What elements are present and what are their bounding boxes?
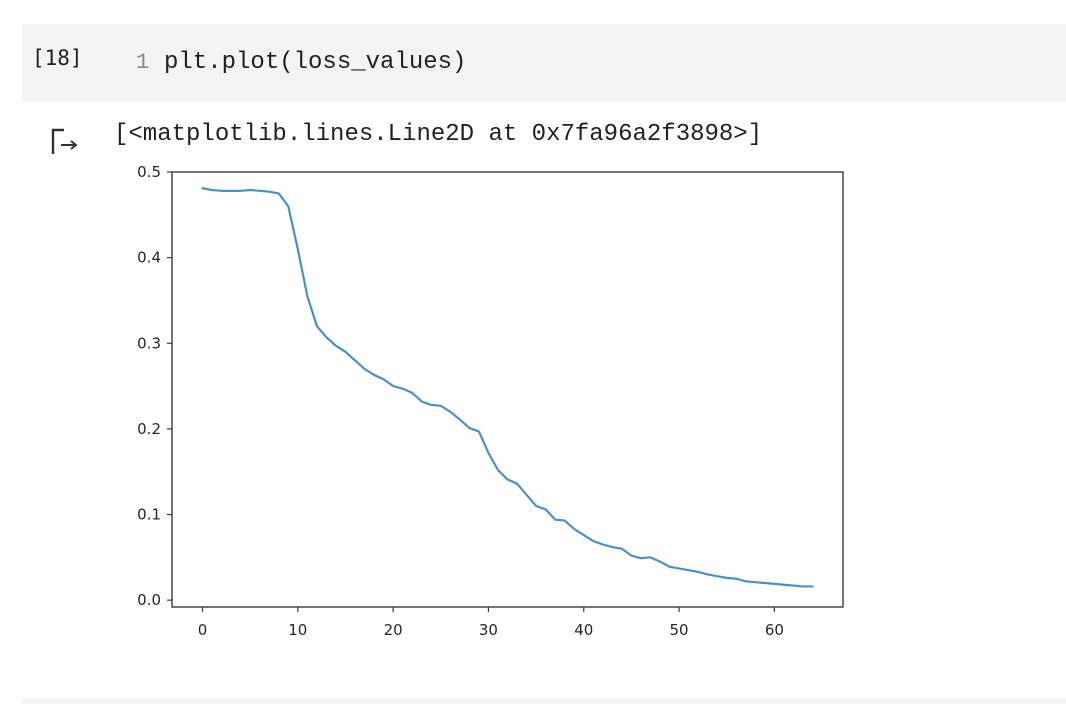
output-arrow-icon[interactable] bbox=[50, 128, 84, 158]
x-tick-label: 60 bbox=[765, 621, 784, 639]
loss-series-line bbox=[201, 187, 814, 588]
y-tick-label: 0.4 bbox=[137, 249, 161, 267]
y-tick-label: 0.5 bbox=[137, 163, 161, 181]
y-tick-label: 0.2 bbox=[137, 420, 161, 438]
y-tick-label: 0.1 bbox=[137, 506, 161, 524]
line-number: 1 bbox=[136, 50, 150, 75]
x-tick-label: 30 bbox=[479, 621, 498, 639]
code-line[interactable]: plt.plot(loss_values) bbox=[164, 49, 467, 76]
y-tick-label: 0.3 bbox=[137, 334, 161, 352]
execution-count: [18] bbox=[32, 46, 83, 70]
code-cell[interactable]: [18] 1 plt.plot(loss_values) bbox=[22, 24, 1066, 102]
x-tick-label: 10 bbox=[288, 621, 307, 639]
x-tick-label: 0 bbox=[198, 621, 208, 639]
x-tick-label: 50 bbox=[670, 621, 689, 639]
x-tick-label: 20 bbox=[384, 621, 403, 639]
output-text: [<matplotlib.lines.Line2D at 0x7fa96a2f3… bbox=[114, 121, 763, 148]
plot-frame bbox=[171, 171, 844, 608]
x-tick-label: 40 bbox=[574, 621, 593, 639]
y-tick-label: 0.0 bbox=[137, 591, 161, 609]
next-cell-edge bbox=[22, 698, 1066, 704]
